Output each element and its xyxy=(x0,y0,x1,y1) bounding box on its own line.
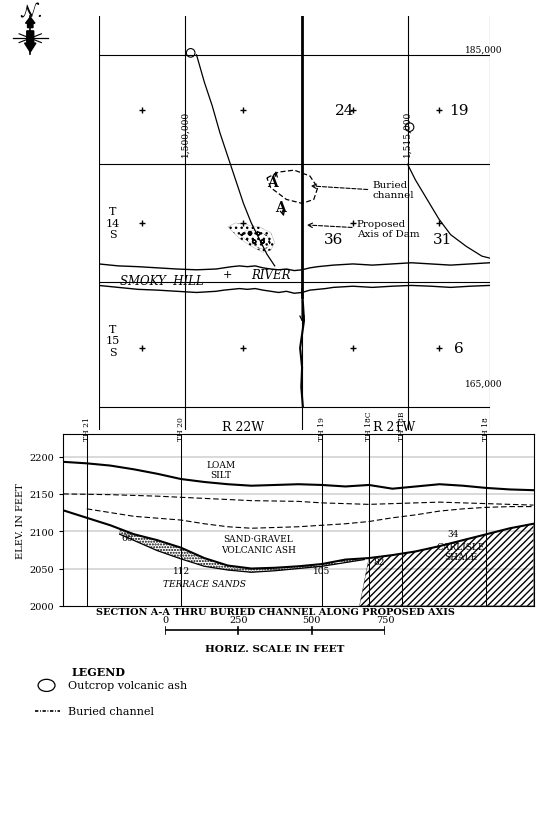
Text: Proposed
Axis of Dam: Proposed Axis of Dam xyxy=(357,220,420,239)
Polygon shape xyxy=(120,529,364,573)
Text: SECTION A-A THRU BURIED CHANNEL ALONG PROPOSED AXIS: SECTION A-A THRU BURIED CHANNEL ALONG PR… xyxy=(96,608,454,616)
Text: 500: 500 xyxy=(302,615,321,624)
Text: SMOKY  HILL: SMOKY HILL xyxy=(119,275,203,288)
Y-axis label: ELEV. IN FEET: ELEV. IN FEET xyxy=(16,482,25,558)
Text: 66: 66 xyxy=(121,533,133,542)
Text: 36: 36 xyxy=(323,232,343,247)
Text: 165,000: 165,000 xyxy=(465,380,503,388)
Text: Buried
channel: Buried channel xyxy=(372,181,414,200)
Text: Buried channel: Buried channel xyxy=(68,706,154,716)
Text: 1,500,000: 1,500,000 xyxy=(180,111,189,157)
Text: LOAM
SILT: LOAM SILT xyxy=(206,460,235,479)
Text: 185,000: 185,000 xyxy=(465,45,503,54)
Text: 34: 34 xyxy=(448,529,459,538)
Text: 105: 105 xyxy=(313,566,331,575)
Text: TH 21: TH 21 xyxy=(82,417,91,441)
Text: LEGEND: LEGEND xyxy=(72,666,125,678)
Text: TERRACE SANDS: TERRACE SANDS xyxy=(163,579,246,589)
Text: 250: 250 xyxy=(229,615,248,624)
Text: TH 18C: TH 18C xyxy=(365,411,373,441)
Text: A: A xyxy=(275,201,286,215)
Text: 82: 82 xyxy=(373,558,385,567)
Text: TH 19: TH 19 xyxy=(318,417,326,441)
Text: 1,515,000: 1,515,000 xyxy=(403,110,412,157)
Text: A: A xyxy=(267,176,278,190)
Text: $\mathcal{N}$.: $\mathcal{N}$. xyxy=(19,2,42,21)
Text: RIVER: RIVER xyxy=(251,268,291,282)
Text: 750: 750 xyxy=(376,615,394,624)
Text: 6: 6 xyxy=(454,342,463,355)
Text: TH 18: TH 18 xyxy=(482,417,491,441)
Text: R 21W: R 21W xyxy=(373,421,415,433)
Text: T
15
S: T 15 S xyxy=(106,324,119,357)
FancyArrow shape xyxy=(25,18,35,28)
Text: 112: 112 xyxy=(173,566,190,575)
Text: Outcrop volcanic ash: Outcrop volcanic ash xyxy=(68,681,187,691)
Text: 24: 24 xyxy=(336,104,355,117)
Text: +: + xyxy=(223,270,233,280)
Text: 31: 31 xyxy=(433,232,453,247)
FancyArrow shape xyxy=(25,32,36,53)
Text: TH 20: TH 20 xyxy=(177,417,185,441)
Text: HORIZ. SCALE IN FEET: HORIZ. SCALE IN FEET xyxy=(205,645,345,653)
Text: TH 18B: TH 18B xyxy=(398,411,406,441)
Text: 19: 19 xyxy=(449,104,468,117)
Text: T
14
S: T 14 S xyxy=(106,207,119,240)
Text: R 22W: R 22W xyxy=(222,421,265,433)
Text: CARLISLE
SHALE: CARLISLE SHALE xyxy=(436,542,485,562)
Text: SAND·GRAVEL
VOLCANIC ASH: SAND·GRAVEL VOLCANIC ASH xyxy=(221,534,296,554)
Polygon shape xyxy=(360,524,534,606)
Text: 0: 0 xyxy=(162,615,168,624)
